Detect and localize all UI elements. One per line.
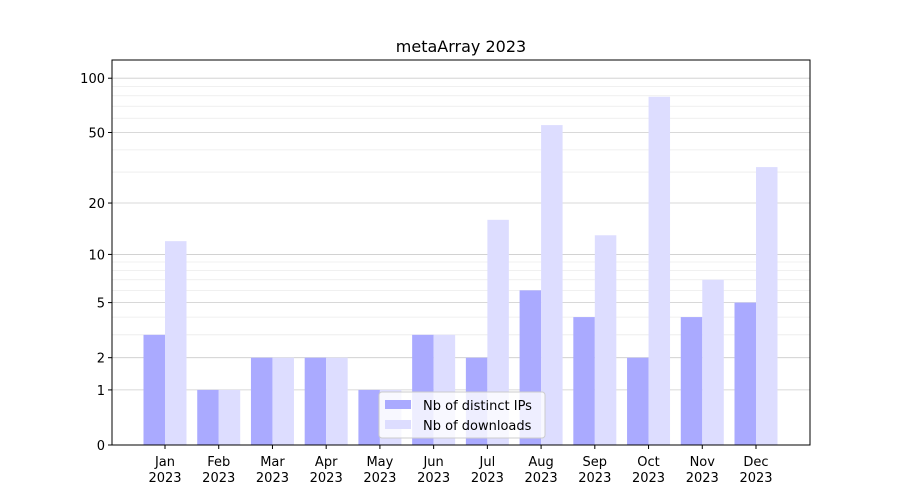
x-tick-label: Jul <box>479 455 496 470</box>
bar-distinct-ips <box>197 389 219 445</box>
x-tick-label: 2023 <box>471 471 504 486</box>
bar-distinct-ips <box>143 334 165 445</box>
y-tick-label: 2 <box>97 352 105 367</box>
legend-box <box>378 391 546 439</box>
x-tick-label: Apr <box>315 455 338 470</box>
legend: Nb of distinct IPs Nb of downloads <box>378 391 546 439</box>
bar-distinct-ips <box>734 302 756 445</box>
x-tick-label: 2023 <box>148 471 181 486</box>
bar-downloads <box>541 125 563 445</box>
x-tick-label: Nov <box>690 455 716 470</box>
x-tick-label: Jan <box>154 455 175 470</box>
x-tick-label: 2023 <box>632 471 665 486</box>
x-axis: Jan2023Feb2023Mar2023Apr2023May2023Jun20… <box>148 445 773 486</box>
y-tick-label: 5 <box>97 297 105 312</box>
x-tick-label: Sep <box>583 455 608 470</box>
x-tick-label: May <box>366 455 393 470</box>
bar-downloads <box>648 96 671 446</box>
chart-title: metaArray 2023 <box>396 37 526 56</box>
x-tick-label: 2023 <box>310 471 343 486</box>
y-tick-label: 100 <box>80 72 105 87</box>
x-tick-label: 2023 <box>686 471 719 486</box>
x-tick-label: Dec <box>743 455 768 470</box>
bar-downloads <box>487 219 509 445</box>
bar-downloads <box>218 389 241 445</box>
bar-downloads <box>272 357 294 445</box>
bar-distinct-ips <box>680 317 703 445</box>
y-tick-label: 50 <box>88 127 105 142</box>
y-tick-label: 10 <box>88 248 105 263</box>
y-tick-label: 0 <box>97 439 105 454</box>
y-axis: 0 1 2 5 10 20 50 100 <box>80 72 112 454</box>
bar-downloads <box>165 241 187 445</box>
bar-distinct-ips <box>250 357 273 445</box>
axes-frame <box>111 59 811 446</box>
bar-downloads <box>756 167 778 446</box>
bar-distinct-ips <box>358 389 380 445</box>
bar-distinct-ips <box>573 317 595 445</box>
legend-swatch <box>385 400 411 409</box>
x-tick-label: Aug <box>528 455 553 470</box>
x-tick-label: Oct <box>637 455 659 470</box>
legend-label: Nb of downloads <box>423 419 532 434</box>
x-tick-label: Jun <box>422 455 443 470</box>
legend-swatch <box>385 420 411 429</box>
x-tick-label: 2023 <box>256 471 289 486</box>
x-tick-label: 2023 <box>202 471 235 486</box>
bar-distinct-ips <box>304 357 327 445</box>
x-tick-label: 2023 <box>417 471 450 486</box>
legend-label: Nb of distinct IPs <box>423 399 532 414</box>
x-tick-label: Mar <box>260 455 285 470</box>
x-tick-label: 2023 <box>739 471 772 486</box>
bar-downloads <box>702 279 724 445</box>
x-tick-label: 2023 <box>525 471 558 486</box>
bar-downloads <box>594 235 617 445</box>
bar-downloads <box>326 357 348 445</box>
y-tick-label: 20 <box>88 197 105 212</box>
x-tick-label: Feb <box>207 455 230 470</box>
y-tick-label: 1 <box>97 384 105 399</box>
bar-distinct-ips <box>627 357 649 445</box>
x-tick-label: 2023 <box>578 471 611 486</box>
x-tick-label: 2023 <box>363 471 396 486</box>
